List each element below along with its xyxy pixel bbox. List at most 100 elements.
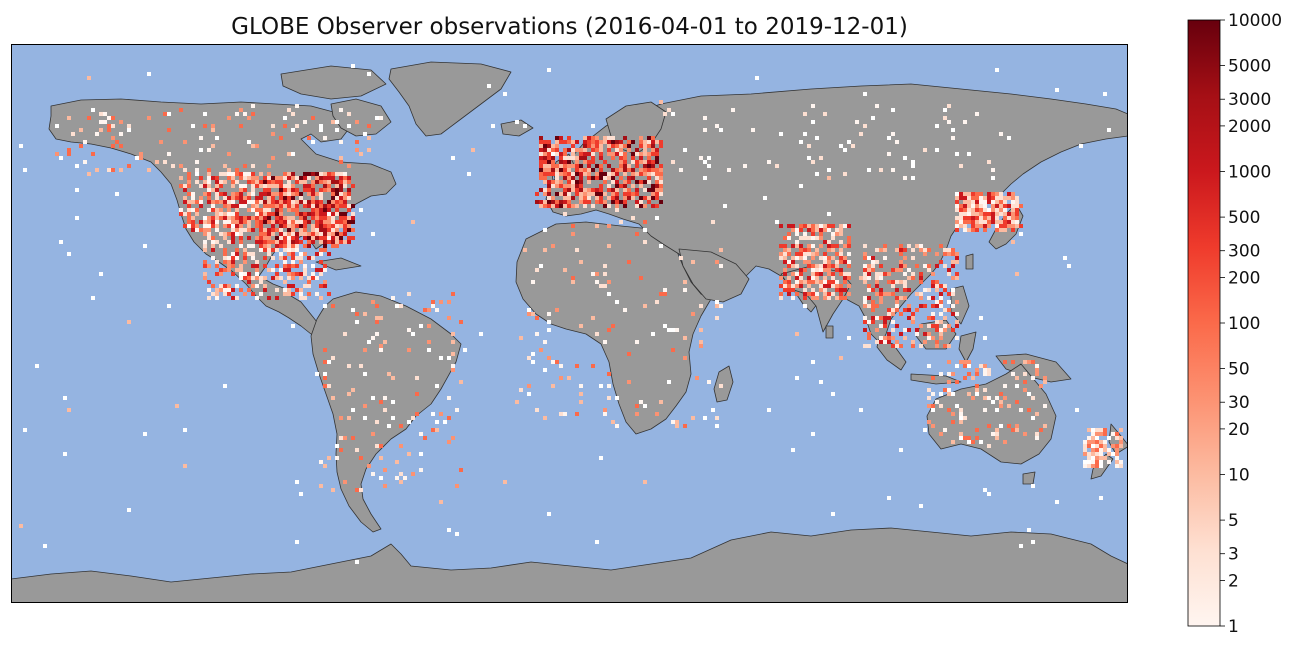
observation-cell: [619, 164, 623, 168]
observation-cell: [183, 464, 187, 468]
observation-cell: [311, 188, 315, 192]
observation-cell: [251, 292, 255, 296]
observation-cell: [1115, 464, 1119, 468]
observation-cell: [187, 224, 191, 228]
observation-cell: [807, 252, 811, 256]
observation-cell: [1003, 440, 1007, 444]
observation-cell: [299, 256, 303, 260]
observation-cell: [375, 332, 379, 336]
observation-cell: [999, 224, 1003, 228]
observation-cell: [799, 280, 803, 284]
observation-cell: [1091, 432, 1095, 436]
observation-cell: [843, 224, 847, 228]
observation-cell: [963, 436, 967, 440]
observation-cell: [943, 428, 947, 432]
observation-cell: [619, 168, 623, 172]
observation-cell: [603, 264, 607, 268]
observation-cell: [127, 320, 131, 324]
observation-cell: [903, 280, 907, 284]
observation-cell: [319, 248, 323, 252]
observation-cell: [287, 236, 291, 240]
observation-cell: [291, 272, 295, 276]
observation-cell: [803, 304, 807, 308]
observation-cell: [875, 316, 879, 320]
observation-cell: [515, 120, 519, 124]
observation-cell: [955, 200, 959, 204]
observation-cell: [227, 260, 231, 264]
observation-cell: [691, 260, 695, 264]
observation-cell: [275, 184, 279, 188]
observation-cell: [319, 124, 323, 128]
observation-cell: [339, 232, 343, 236]
observation-cell: [783, 256, 787, 260]
observation-cell: [587, 180, 591, 184]
observation-cell: [455, 484, 459, 488]
observation-cell: [1023, 372, 1027, 376]
observation-cell: [203, 224, 207, 228]
observation-cell: [895, 324, 899, 328]
observation-cell: [915, 264, 919, 268]
observation-cell: [335, 220, 339, 224]
observation-cell: [963, 360, 967, 364]
observation-cell: [187, 220, 191, 224]
observation-cell: [607, 244, 611, 248]
observation-cell: [627, 352, 631, 356]
observation-cell: [571, 196, 575, 200]
observation-cell: [259, 196, 263, 200]
observation-cell: [271, 176, 275, 180]
observation-cell: [1019, 408, 1023, 412]
land-tasmania: [1022, 471, 1036, 485]
observation-cell: [715, 300, 719, 304]
observation-cell: [599, 176, 603, 180]
observation-cell: [303, 264, 307, 268]
observation-cell: [335, 120, 339, 124]
observation-cell: [871, 260, 875, 264]
observation-cell: [551, 144, 555, 148]
observation-cell: [635, 180, 639, 184]
observation-cell: [799, 228, 803, 232]
observation-cell: [291, 324, 295, 328]
observation-cell: [979, 220, 983, 224]
observation-cell: [539, 348, 543, 352]
observation-cell: [263, 232, 267, 236]
observation-cell: [447, 300, 451, 304]
observation-cell: [923, 264, 927, 268]
observation-cell: [555, 180, 559, 184]
observation-cell: [295, 264, 299, 268]
observation-cell: [659, 172, 663, 176]
observation-cell: [951, 304, 955, 308]
observation-cell: [943, 324, 947, 328]
observation-cell: [667, 380, 671, 384]
observation-cell: [987, 216, 991, 220]
observation-cell: [787, 224, 791, 228]
observation-cell: [399, 472, 403, 476]
observation-cell: [991, 200, 995, 204]
observation-cell: [975, 228, 979, 232]
observation-cell: [895, 304, 899, 308]
observation-cell: [243, 216, 247, 220]
observation-cell: [187, 172, 191, 176]
observation-cell: [559, 204, 563, 208]
observation-cell: [207, 236, 211, 240]
observation-cell: [167, 112, 171, 116]
observation-cell: [363, 372, 367, 376]
observation-cell: [331, 196, 335, 200]
observation-cell: [231, 196, 235, 200]
observation-cell: [635, 164, 639, 168]
observation-cell: [243, 256, 247, 260]
observation-cell: [619, 156, 623, 160]
observation-cell: [279, 220, 283, 224]
observation-cell: [827, 168, 831, 172]
observation-cell: [339, 176, 343, 180]
observation-cell: [199, 228, 203, 232]
observation-cell: [623, 204, 627, 208]
observation-cell: [179, 108, 183, 112]
observation-cell: [947, 372, 951, 376]
observation-cell: [863, 244, 867, 248]
observation-cell: [387, 424, 391, 428]
observation-cell: [559, 412, 563, 416]
observation-cell: [615, 148, 619, 152]
observation-cell: [815, 228, 819, 232]
observation-cell: [243, 112, 247, 116]
observation-cell: [283, 232, 287, 236]
